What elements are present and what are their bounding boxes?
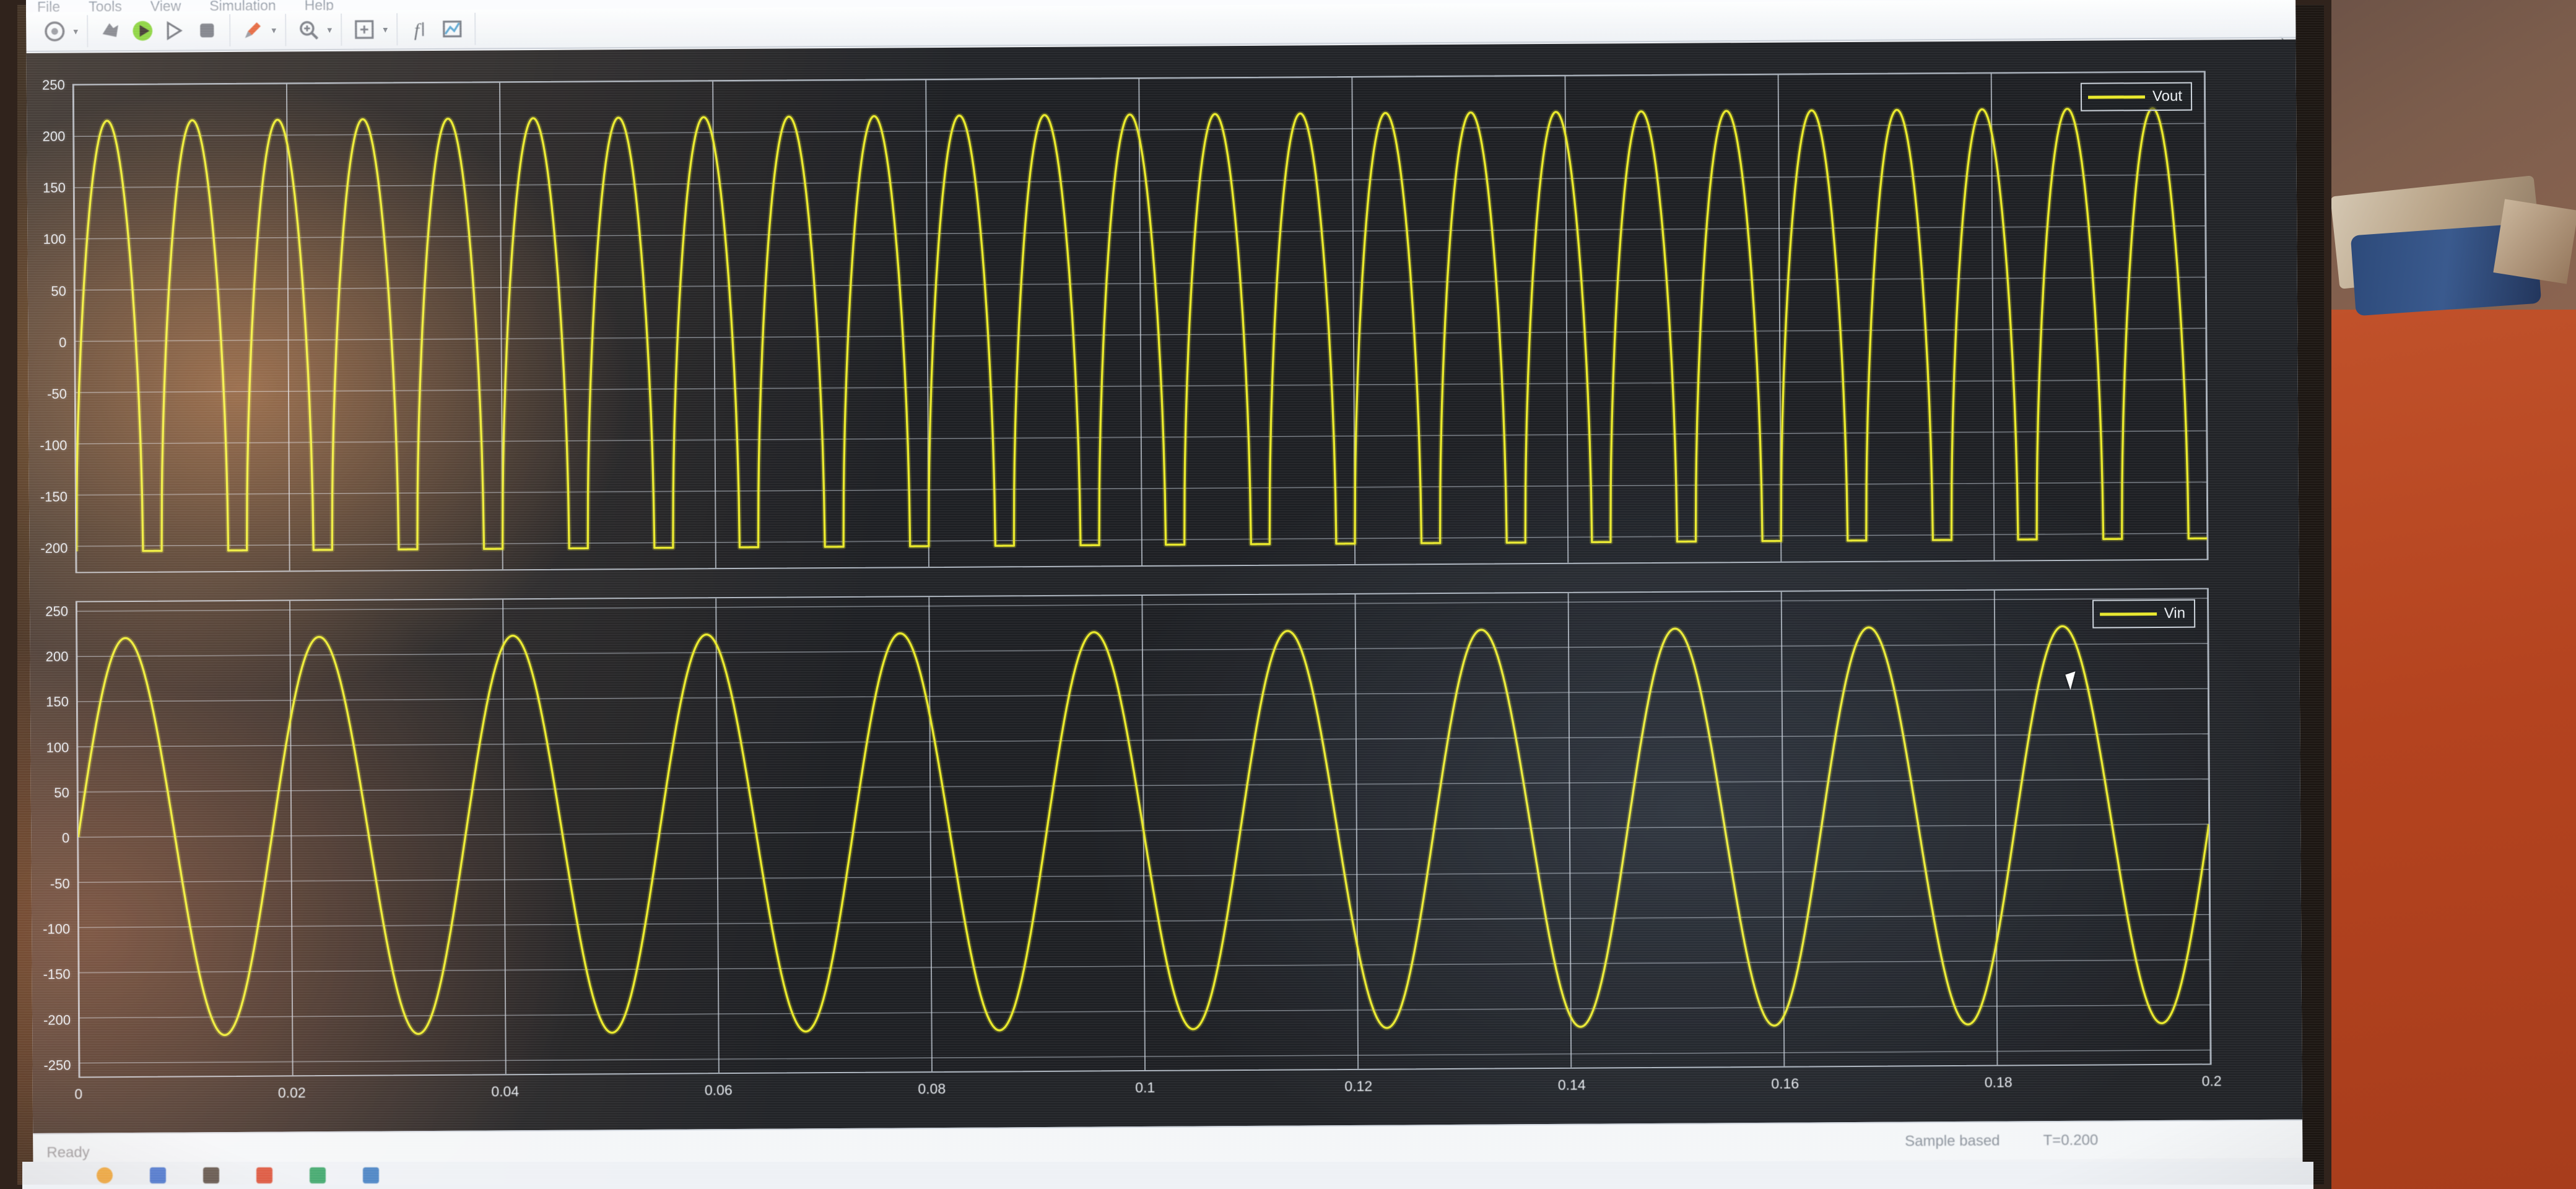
x-tick-label: 0.2: [2201, 1073, 2222, 1089]
y-tick-label: 150: [43, 180, 66, 196]
zoom-dropdown-caret[interactable]: ▼: [325, 25, 334, 35]
toolbar-group-zoom: ▼: [286, 13, 342, 46]
taskbar-app-icon-3[interactable]: [256, 1167, 272, 1183]
taskbar-app-icon-2[interactable]: [203, 1167, 219, 1183]
toolbar-group-autoscale: ▼: [342, 13, 398, 46]
y-tick-label: 200: [45, 648, 69, 664]
y-tick-label: -100: [43, 921, 71, 937]
vout-plot-canvas: [73, 72, 2208, 572]
y-tick-label: -150: [40, 489, 67, 505]
y-tick-label: 250: [45, 603, 69, 619]
y-tick-label: 50: [54, 785, 69, 801]
x-tick-label: 0.12: [1344, 1078, 1373, 1095]
y-tick-label: 100: [43, 232, 66, 248]
signal-statistics-icon[interactable]: [436, 13, 468, 45]
autoscale-dropdown-caret[interactable]: ▼: [381, 24, 389, 34]
x-tick-label: 0.16: [1771, 1075, 1799, 1092]
vout-y-axis-labels: 250 200 150 100 50 0 -50 -100 -150 -200: [27, 77, 73, 573]
windows-taskbar[interactable]: [22, 1162, 2313, 1189]
y-tick-label: -50: [50, 876, 70, 892]
vin-legend-swatch: [2099, 612, 2157, 616]
x-tick-label: 0.04: [491, 1083, 520, 1100]
y-tick-label: 250: [42, 77, 65, 93]
configuration-properties-icon[interactable]: [94, 15, 126, 47]
taskbar-app-icon-4[interactable]: [310, 1167, 326, 1183]
status-frame-mode: Sample based: [1905, 1132, 2000, 1150]
vout-legend[interactable]: Vout: [2080, 82, 2193, 111]
x-tick-label: 0.06: [704, 1082, 733, 1099]
status-ready-label: Ready: [46, 1144, 90, 1161]
scope-plot-area: Vout 250 200 150 100 50 0 -50 -100 -150 -200 Vin …: [26, 39, 2303, 1134]
toolbar-group-simulation: [88, 14, 231, 48]
toolbar-group-signal: ▼: [230, 14, 287, 46]
taskbar-app-icon-1[interactable]: [150, 1167, 166, 1183]
y-tick-label: -200: [43, 1012, 71, 1028]
x-tick-label: 0.02: [277, 1084, 306, 1101]
vin-plot-canvas: [76, 589, 2211, 1077]
taskbar-weather-icon[interactable]: [97, 1167, 113, 1183]
status-simulation-time: T=0.200: [2043, 1131, 2099, 1149]
y-tick-label: 150: [46, 694, 69, 710]
vin-y-axis-labels: 250 200 150 100 50 0 -50 -100 -150 -200 -250: [30, 601, 76, 1078]
svg-text:f: f: [414, 19, 422, 40]
y-tick-label: 100: [46, 739, 69, 756]
zoom-in-icon[interactable]: [292, 14, 324, 46]
x-tick-label: 0.14: [1557, 1076, 1586, 1093]
background-object-box: [2493, 199, 2576, 284]
toolbar-group-print: ▼: [32, 15, 89, 48]
vin-legend[interactable]: Vin: [2092, 599, 2196, 629]
toolbar-group-measurements: f: [398, 12, 476, 46]
x-tick-label: 0.1: [1135, 1079, 1155, 1096]
y-tick-label: 0: [61, 830, 70, 846]
y-tick-label: 50: [51, 283, 66, 299]
print-dropdown-caret[interactable]: ▼: [71, 26, 80, 37]
x-axis-labels: 0 0.02 0.04 0.06 0.08 0.1 0.12 0.14 0.16 0.18 0.2: [74, 1073, 2221, 1110]
y-tick-label: -50: [47, 386, 67, 402]
x-tick-label: 0.18: [1984, 1074, 2012, 1091]
vout-legend-swatch: [2087, 95, 2145, 99]
stop-icon[interactable]: [191, 14, 223, 46]
vout-axes[interactable]: Vout: [72, 71, 2209, 573]
y-tick-label: -200: [40, 541, 68, 557]
y-tick-label: -100: [40, 437, 67, 453]
run-icon[interactable]: [126, 15, 159, 47]
y-tick-label: 200: [42, 128, 66, 144]
simulink-scope-window: File Tools View Simulation Help — ❐ ✕ ⤵ …: [26, 0, 2303, 1177]
step-forward-icon[interactable]: [159, 14, 191, 46]
autoscale-icon[interactable]: [348, 14, 380, 46]
taskbar-app-icon-5[interactable]: [363, 1167, 379, 1183]
y-tick-label: -150: [43, 966, 71, 983]
y-tick-label: 0: [59, 334, 67, 351]
vin-legend-label: Vin: [2164, 604, 2186, 622]
vout-legend-label: Vout: [2152, 87, 2183, 105]
highlight-signal-icon[interactable]: [237, 14, 269, 46]
highlight-dropdown-caret[interactable]: ▼: [269, 25, 278, 35]
y-tick-label: -250: [43, 1057, 71, 1073]
vin-axes[interactable]: Vin: [75, 588, 2212, 1078]
x-tick-label: 0.08: [918, 1080, 946, 1097]
x-tick-label: 0: [74, 1086, 83, 1102]
cursor-measurements-icon[interactable]: f: [404, 13, 436, 45]
print-icon[interactable]: [38, 15, 71, 48]
